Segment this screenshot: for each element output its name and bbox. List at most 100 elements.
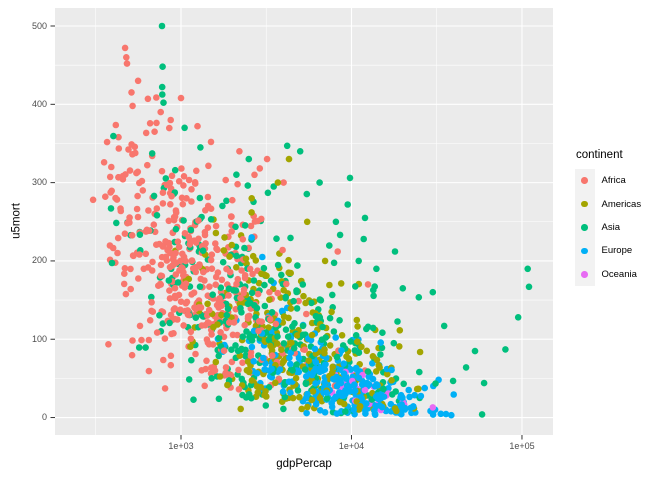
data-point	[401, 404, 409, 412]
data-point	[293, 288, 300, 296]
data-point	[153, 119, 160, 127]
data-point	[363, 347, 371, 355]
data-point	[239, 236, 247, 243]
data-point	[228, 358, 236, 366]
data-point	[134, 168, 142, 176]
data-point	[223, 311, 231, 319]
y-tick-label: 500	[31, 20, 47, 31]
data-point	[198, 367, 205, 374]
data-point	[355, 349, 363, 357]
data-point	[159, 63, 166, 70]
data-point	[123, 60, 131, 67]
data-point	[204, 300, 211, 308]
data-point	[347, 366, 354, 373]
data-point	[237, 294, 244, 302]
data-point	[377, 351, 384, 358]
data-point	[278, 307, 286, 315]
data-point	[135, 275, 142, 282]
data-point	[336, 317, 343, 324]
data-point	[227, 213, 235, 220]
data-point	[471, 347, 479, 355]
data-point	[303, 310, 310, 318]
data-point	[375, 362, 383, 369]
data-point	[478, 411, 486, 418]
data-point	[289, 323, 296, 330]
data-point	[264, 189, 272, 197]
data-point	[208, 251, 216, 258]
data-point	[153, 329, 161, 336]
data-point	[156, 312, 163, 319]
data-point	[288, 339, 295, 347]
data-point	[399, 394, 406, 401]
data-point	[215, 334, 223, 342]
data-point	[232, 342, 239, 349]
data-point	[316, 407, 324, 414]
data-point	[272, 320, 280, 328]
data-point	[369, 353, 377, 360]
data-point	[186, 237, 194, 244]
data-point	[161, 385, 169, 392]
data-point	[355, 374, 363, 382]
data-point	[360, 235, 368, 243]
data-point	[187, 328, 195, 336]
data-point	[122, 171, 129, 178]
data-point	[196, 283, 204, 291]
data-point	[245, 391, 253, 398]
legend-key	[575, 192, 595, 216]
data-point	[354, 338, 361, 346]
legend-entry-europe: Europe	[575, 239, 641, 263]
data-point	[372, 368, 380, 375]
data-point	[196, 194, 204, 202]
data-point	[166, 295, 174, 302]
data-point	[287, 269, 295, 277]
data-point	[180, 173, 188, 180]
data-point	[308, 396, 316, 404]
data-point	[238, 309, 245, 316]
data-point	[265, 324, 272, 331]
data-point	[351, 387, 359, 395]
data-point	[328, 308, 335, 316]
data-point	[171, 305, 179, 312]
data-point	[175, 243, 183, 251]
data-point	[215, 395, 223, 403]
data-point	[108, 187, 115, 195]
data-point	[300, 292, 307, 300]
data-point	[416, 368, 423, 376]
y-axis-title: u5mort	[10, 203, 23, 239]
data-point	[200, 242, 207, 250]
data-point	[352, 283, 359, 290]
data-point	[248, 343, 256, 351]
data-point	[207, 216, 215, 223]
data-point	[136, 251, 143, 258]
data-point	[159, 189, 167, 196]
data-point	[247, 222, 255, 230]
data-point	[389, 391, 396, 398]
data-point	[112, 194, 119, 202]
data-point	[199, 247, 207, 254]
data-point	[170, 216, 178, 224]
data-point	[301, 346, 309, 354]
data-point	[303, 190, 311, 198]
data-point	[376, 402, 384, 409]
data-point	[287, 389, 294, 397]
data-point	[148, 267, 156, 274]
data-point	[178, 194, 186, 202]
y-tick-label: 0	[41, 412, 47, 423]
data-point	[172, 225, 180, 233]
data-point	[295, 354, 303, 362]
data-point	[167, 201, 174, 208]
data-point	[235, 366, 242, 374]
data-point	[321, 257, 329, 265]
data-point	[400, 380, 408, 388]
data-point	[372, 393, 380, 400]
data-point	[127, 285, 134, 293]
data-point	[240, 286, 248, 293]
data-point	[212, 222, 220, 230]
data-point	[266, 288, 273, 296]
data-point	[234, 275, 242, 283]
data-point	[410, 403, 417, 410]
data-point	[266, 316, 274, 323]
data-point	[228, 241, 236, 249]
data-point	[177, 94, 185, 102]
data-point	[144, 161, 151, 169]
